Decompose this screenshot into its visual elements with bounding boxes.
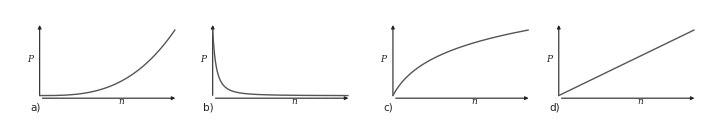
Text: P: P	[380, 55, 386, 64]
Text: d): d)	[549, 102, 559, 112]
Text: P: P	[546, 55, 552, 64]
Text: a): a)	[30, 102, 40, 112]
Text: n: n	[637, 97, 642, 106]
Text: n: n	[291, 97, 296, 106]
Text: n: n	[472, 97, 477, 106]
Text: P: P	[27, 55, 33, 64]
Text: P: P	[200, 55, 206, 64]
Text: b): b)	[203, 102, 213, 112]
Text: n: n	[118, 97, 123, 106]
Text: c): c)	[384, 102, 393, 112]
